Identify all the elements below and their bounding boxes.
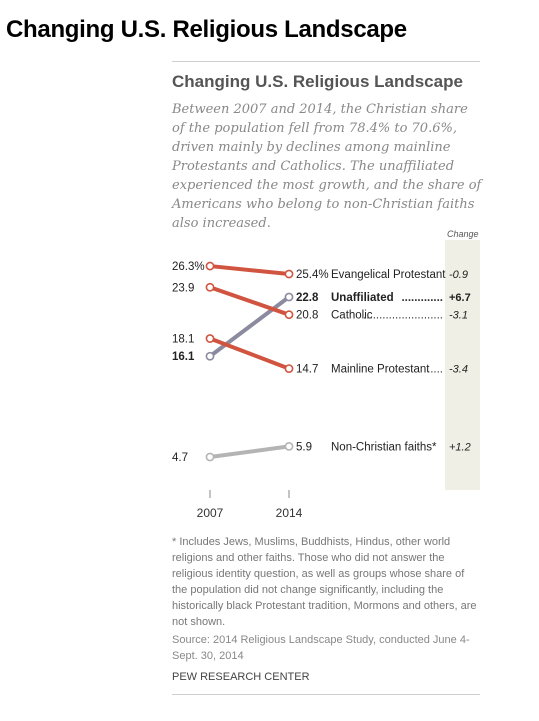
- x-tick-label-2007: 2007: [197, 506, 224, 520]
- end-label-catholic: 20.8: [296, 310, 318, 322]
- change-value-unaffiliated: +6.7: [449, 292, 471, 304]
- change-value-mainline-protestant: -3.4: [449, 364, 468, 376]
- chart-title: Changing U.S. Religious Landscape: [172, 72, 463, 91]
- start-label-evangelical-protestant: 26.3%: [172, 261, 205, 273]
- leader-dots-unaffiliated: .............: [401, 292, 443, 304]
- end-label-evangelical-protestant: 25.4%: [296, 269, 329, 281]
- start-label-non-christian-faiths: 4.7: [172, 452, 188, 464]
- x-tick-label-2014: 2014: [276, 506, 303, 520]
- series-name-evangelical-protestant: Evangelical Protestant: [331, 269, 446, 281]
- series-line-unaffiliated: [208, 294, 291, 359]
- data-point-non-christian-faiths-2014: [284, 441, 294, 451]
- change-column-band: [445, 240, 480, 490]
- leader-dots-catholic: .........................: [363, 310, 443, 322]
- series-line-catholic: [208, 285, 291, 317]
- chart-subtitle: Between 2007 and 2014, the Christian sha…: [172, 102, 482, 231]
- data-point-non-christian-faiths-2007: [205, 452, 215, 462]
- series-line-non-christian-faiths: [208, 444, 291, 459]
- series-line-mainline-protestant: [208, 336, 291, 371]
- change-value-non-christian-faiths: +1.2: [449, 441, 471, 453]
- top-rule: [172, 61, 480, 62]
- leader-dots-mainline-protestant: .....: [427, 364, 443, 376]
- start-label-catholic: 23.9: [172, 282, 194, 294]
- series-name-mainline-protestant: Mainline Protestant: [331, 364, 430, 376]
- start-label-mainline-protestant: 18.1: [172, 334, 194, 346]
- start-label-unaffiliated: 16.1: [172, 351, 195, 363]
- change-column-header: Change: [447, 229, 479, 239]
- data-point-mainline-protestant-2014: [284, 364, 294, 373]
- data-point-unaffiliated-2007: [205, 351, 215, 361]
- series-line-evangelical-protestant: [208, 264, 291, 277]
- source-note: Source: 2014 Religious Landscape Study, …: [172, 634, 470, 662]
- data-point-mainline-protestant-2007: [205, 334, 215, 343]
- series-name-non-christian-faiths: Non-Christian faiths*: [331, 441, 437, 453]
- series-name-unaffiliated: Unaffiliated: [331, 292, 394, 304]
- series-name-catholic: Catholic: [331, 310, 373, 322]
- bottom-rule: [172, 694, 480, 695]
- page-heading: Changing U.S. Religious Landscape: [6, 16, 407, 43]
- end-label-unaffiliated: 22.8: [296, 292, 319, 304]
- data-point-catholic-2007: [205, 282, 215, 292]
- change-value-catholic: -3.1: [449, 310, 468, 322]
- end-label-non-christian-faiths: 5.9: [296, 441, 312, 453]
- data-point-evangelical-protestant-2014: [284, 269, 294, 279]
- data-point-evangelical-protestant-2007: [205, 261, 215, 271]
- footnote: * Includes Jews, Muslims, Buddhists, Hin…: [172, 536, 477, 628]
- end-label-mainline-protestant: 14.7: [296, 364, 318, 376]
- credit: PEW RESEARCH CENTER: [172, 671, 310, 683]
- data-point-catholic-2014: [284, 310, 294, 320]
- data-point-unaffiliated-2014: [284, 292, 294, 302]
- change-value-evangelical-protestant: -0.9: [449, 269, 468, 281]
